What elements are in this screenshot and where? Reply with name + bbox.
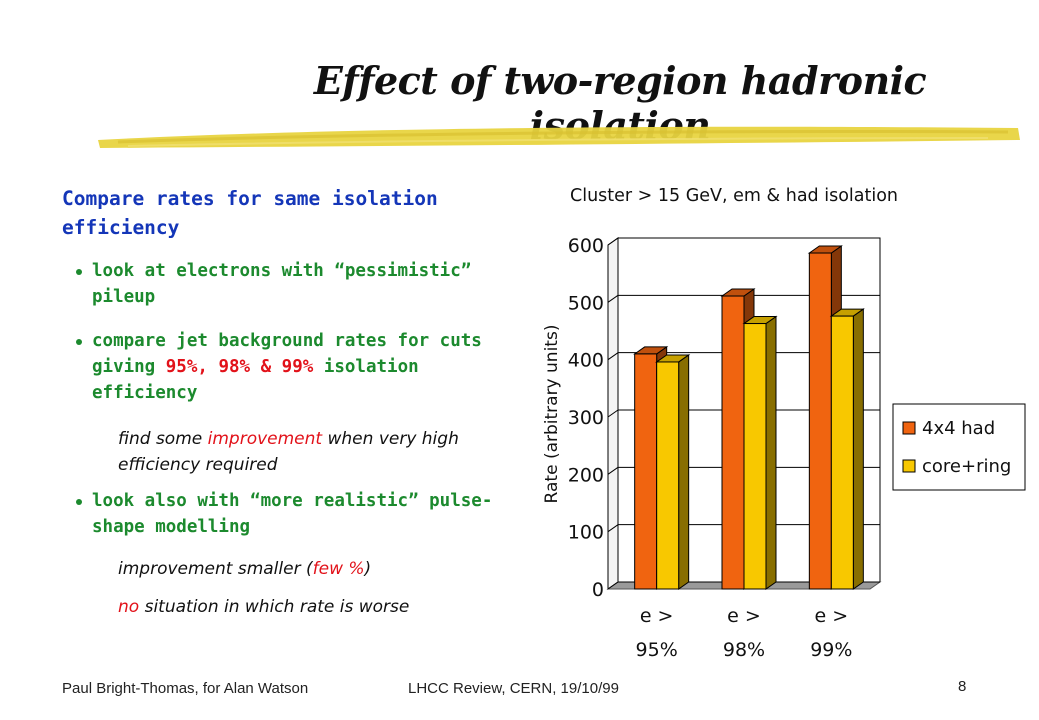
gridline-side (607, 352, 619, 361)
gridline-side (607, 237, 619, 246)
note-smaller-pre: improvement smaller ( (118, 559, 313, 579)
legend-swatch (902, 459, 916, 473)
footer-event: LHCC Review, CERN, 19/10/99 (408, 680, 619, 697)
note-improvement-post: when very high efficiency required (118, 429, 459, 475)
x-tick-label: 95% (636, 639, 678, 661)
bullet-dot (76, 499, 82, 505)
footer-author: Paul Bright-Thomas, for Alan Watson (62, 680, 309, 697)
bar-front (634, 353, 658, 590)
bar-side (852, 308, 864, 590)
title-underline (98, 126, 1020, 148)
page-number: 8 (958, 678, 967, 695)
gridline-side (607, 466, 619, 475)
x-tick-label: 99% (810, 639, 852, 661)
note-no-worse-highlight: no (118, 597, 140, 617)
y-tick-label: 0 (592, 579, 604, 601)
legend-swatch (902, 421, 916, 435)
chart-title: Cluster > 15 GeV, em & had isolation (570, 186, 899, 206)
bar-core-ring (655, 353, 691, 590)
chart-legend: 4x4 had core+ring (892, 403, 1026, 491)
x-tick-label: e > (640, 605, 674, 627)
legend-label: core+ring (922, 456, 1011, 477)
note-no-worse: no situation in which rate is worse (118, 594, 518, 620)
gridline-side (607, 294, 619, 303)
bar-front (721, 295, 745, 590)
x-tick-label: 98% (723, 639, 765, 661)
bar-side (678, 353, 690, 590)
bar-core-ring (742, 315, 778, 590)
legend-box (892, 403, 1026, 491)
section-heading: Compare rates for same isolation efficie… (62, 187, 438, 239)
bullet-dot (76, 339, 82, 345)
y-tick-label: 300 (568, 407, 604, 429)
y-tick-label: 600 (568, 235, 604, 257)
note-smaller-highlight: few % (312, 559, 365, 579)
note-improvement-pre: find some (118, 429, 208, 449)
note-smaller-post: ) (364, 559, 372, 579)
bullet-realistic: look also with “more realistic” pulse-sh… (76, 488, 512, 540)
bar-side (765, 315, 777, 590)
legend-label: 4x4 had (922, 418, 995, 439)
bullet-compare-percentages: 95%, 98% & 99% (165, 357, 314, 377)
note-improvement-highlight: improvement (207, 429, 323, 449)
y-tick-label: 500 (568, 292, 604, 314)
x-tick-label: e > (815, 605, 849, 627)
y-tick-label: 200 (568, 464, 604, 486)
bullet-realistic-text: look also with “more realistic” pulse-sh… (92, 491, 493, 537)
bullet-compare: compare jet background rates for cuts gi… (76, 328, 512, 406)
gridline-side (607, 409, 619, 418)
bar-front (830, 315, 854, 590)
bar-core-ring (829, 308, 865, 590)
x-tick-label: e > (727, 605, 761, 627)
bullet-dot (76, 269, 82, 275)
y-tick-label: 400 (568, 350, 604, 372)
bar-front (656, 361, 680, 590)
bullet-compare-text: compare jet background rates for cuts gi… (92, 331, 482, 377)
bar-front (808, 252, 832, 590)
slide-title: Effect of two-region hadronic isolation (313, 58, 927, 148)
note-improvement: find some improvement when very high eff… (118, 426, 518, 478)
bullet-compare-text-end: isolation efficiency (92, 357, 419, 403)
y-axis-label: Rate (arbitrary units) (542, 325, 562, 504)
bar-front (743, 323, 767, 590)
gridline-side (607, 581, 619, 590)
bullet-pileup: look at electrons with “pessimistic” pil… (76, 258, 512, 310)
bullet-pileup-text: look at electrons with “pessimistic” pil… (92, 261, 472, 307)
note-no-worse-post: situation in which rate is worse (139, 597, 410, 617)
gridline-side (607, 524, 619, 533)
y-tick-label: 100 (568, 522, 604, 544)
note-smaller: improvement smaller (few %) (118, 556, 518, 582)
